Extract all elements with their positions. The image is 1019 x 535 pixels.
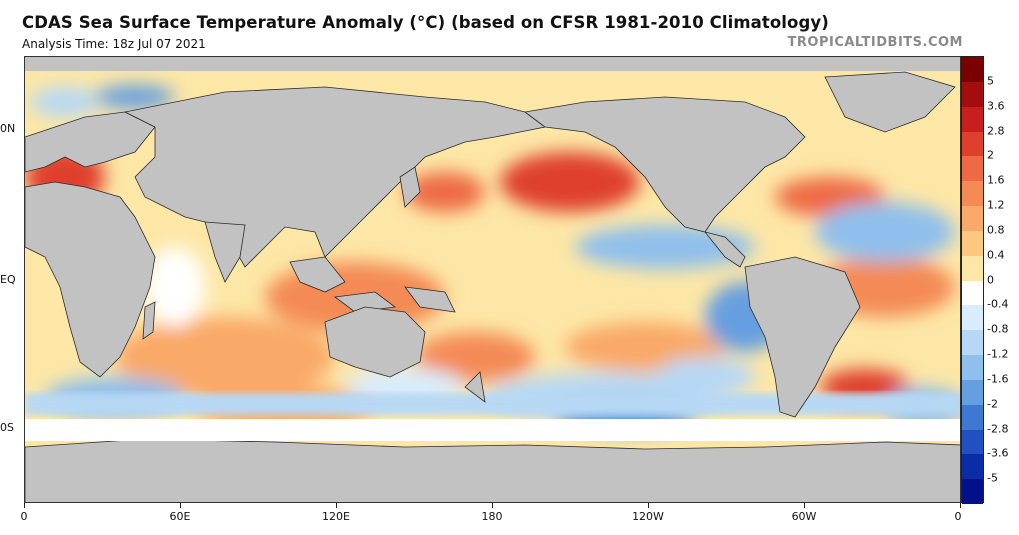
- landmass-antarctica: [25, 438, 960, 502]
- landmass-south-america: [744, 256, 861, 418]
- colorbar-label: 2.8: [987, 124, 1005, 137]
- lat-label-60s: 0S: [0, 421, 14, 434]
- colorbar-label: -1.2: [987, 347, 1009, 361]
- colorbar-segment: [962, 305, 983, 331]
- colorbar-label: 2: [987, 148, 994, 162]
- lon-label-120w: 120W: [632, 510, 664, 523]
- colorbar-segment: [962, 280, 983, 306]
- lon-tick: [336, 503, 337, 508]
- colorbar-label: -3.6: [987, 446, 1009, 460]
- lon-label-0-right: 0: [954, 510, 962, 523]
- lon-label-0: 0: [20, 510, 28, 523]
- landmass-madagascar: [142, 301, 156, 340]
- lon-label-120e: 120E: [322, 510, 350, 523]
- landmass-europe: [25, 111, 156, 173]
- lon-label-60e: 60E: [169, 510, 191, 523]
- landmass-india: [204, 221, 246, 283]
- sea-ice-band: [25, 419, 960, 441]
- colorbar-label: -0.8: [987, 322, 1009, 336]
- colorbar-label: 1.2: [987, 198, 1005, 212]
- landmass-africa: [25, 181, 156, 378]
- lat-label-60n: 0N: [0, 122, 16, 135]
- lat-label-eq: EQ: [0, 273, 16, 286]
- colorbar-segment: [962, 156, 983, 182]
- landmass-greenland: [824, 71, 956, 133]
- colorbar-segment: [962, 181, 983, 207]
- lon-tick: [648, 503, 649, 508]
- landmass-japan: [399, 166, 421, 208]
- analysis-time: Analysis Time: 18z Jul 07 2021: [22, 37, 206, 51]
- colorbar-segment: [962, 57, 983, 83]
- colorbar-label: 0.4: [987, 248, 1005, 262]
- colorbar-label: 0.8: [987, 223, 1005, 237]
- colorbar-label: 0: [987, 273, 994, 286]
- colorbar-segment: [962, 206, 983, 232]
- colorbar-label: -1.6: [987, 372, 1009, 386]
- lon-tick: [960, 503, 961, 508]
- lon-tick: [492, 503, 493, 508]
- colorbar-segment: [962, 454, 983, 480]
- landmass-maritime-se-asia: [289, 256, 346, 293]
- colorbar-segment: [962, 404, 983, 430]
- colorbar-label: 1.6: [987, 173, 1005, 187]
- colorbar-segment: [962, 230, 983, 257]
- colorbar-segment: [962, 255, 983, 281]
- colorbar-label: -0.4: [987, 297, 1009, 311]
- colorbar-segment: [962, 429, 983, 455]
- colorbar-segment: [962, 131, 983, 157]
- lon-label-180: 180: [481, 510, 503, 523]
- colorbar-label: 5: [987, 74, 994, 88]
- colorbar-segment: [962, 355, 983, 381]
- colorbar-segment: [962, 379, 983, 406]
- landmass-central-america: [703, 231, 746, 268]
- landmass-north-america: [524, 96, 806, 233]
- colorbar-segment: [962, 81, 983, 108]
- colorbar-segment: [962, 479, 983, 505]
- lon-tick: [804, 503, 805, 508]
- chart-title: CDAS Sea Surface Temperature Anomaly (°C…: [22, 13, 829, 32]
- landmass-australia: [324, 306, 426, 378]
- colorbar-label: -5: [987, 471, 998, 485]
- site-brand[interactable]: TROPICALTIDBITS.COM: [787, 35, 963, 50]
- colorbar-label: -2.8: [987, 422, 1009, 435]
- land-masses: [25, 71, 960, 502]
- colorbar-segment: [962, 106, 983, 132]
- colorbar: [961, 56, 984, 505]
- lon-tick: [24, 503, 25, 508]
- colorbar-label: -2: [987, 397, 998, 411]
- colorbar-segment: [962, 330, 983, 356]
- colorbar-label: 3.6: [987, 99, 1005, 113]
- lon-tick: [180, 503, 181, 508]
- lon-label-60w: 60W: [791, 510, 817, 523]
- sst-anomaly-map: [24, 56, 961, 503]
- north-ice-cap: [25, 57, 960, 71]
